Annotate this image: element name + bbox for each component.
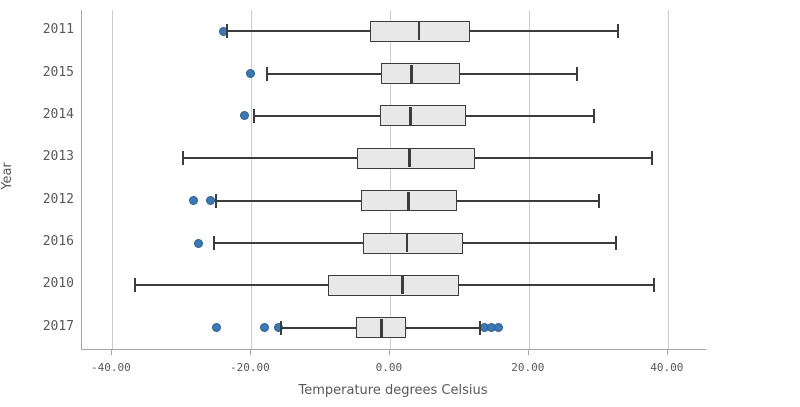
whisker-cap-low[interactable] xyxy=(133,278,136,293)
median-line[interactable] xyxy=(408,149,411,168)
y-axis-tick-label[interactable]: 2017 xyxy=(42,318,74,334)
whisker-cap-low[interactable] xyxy=(215,193,218,208)
median-line[interactable] xyxy=(417,22,421,41)
x-axis-tick xyxy=(388,349,390,355)
plot-area xyxy=(81,10,706,350)
whisker-cap-low[interactable] xyxy=(253,108,256,123)
box[interactable] xyxy=(357,147,475,169)
median-line[interactable] xyxy=(409,106,412,125)
whisker-cap-low[interactable] xyxy=(265,66,268,81)
whisker-cap-high[interactable] xyxy=(616,24,619,39)
y-axis-tick-label[interactable]: 2011 xyxy=(42,22,74,38)
median-line[interactable] xyxy=(405,234,409,253)
box[interactable] xyxy=(363,232,464,254)
whisker-cap-low[interactable] xyxy=(225,24,228,39)
outlier-dot[interactable] xyxy=(246,69,256,79)
median-line[interactable] xyxy=(407,191,410,210)
x-axis-title: Temperature degrees Celsius xyxy=(298,383,488,398)
y-axis-tick-label[interactable]: 2010 xyxy=(42,276,74,292)
gridline xyxy=(389,10,391,349)
x-axis-tick-label: 0.00 xyxy=(375,361,403,374)
whisker-cap-low[interactable] xyxy=(213,236,216,251)
y-axis-tick-label[interactable]: 2012 xyxy=(42,191,74,207)
median-line[interactable] xyxy=(401,276,404,295)
y-axis-tick-label[interactable]: 2015 xyxy=(42,64,74,80)
whisker-cap-low[interactable] xyxy=(181,151,184,166)
whisker-cap-high[interactable] xyxy=(597,193,600,208)
x-axis-tick-label: 40.00 xyxy=(650,361,684,374)
y-axis-tick-label[interactable]: 2016 xyxy=(42,234,74,250)
x-axis-tick xyxy=(666,349,668,355)
outlier-dot[interactable] xyxy=(194,238,204,248)
gridline xyxy=(250,10,252,349)
median-line[interactable] xyxy=(410,64,413,83)
whisker-cap-high[interactable] xyxy=(479,320,482,335)
box[interactable] xyxy=(380,105,466,127)
outlier-dot[interactable] xyxy=(260,323,270,333)
x-axis-tick-label: -40.00 xyxy=(91,361,131,374)
whisker-cap-high[interactable] xyxy=(575,66,578,81)
box[interactable] xyxy=(381,63,460,85)
x-axis-tick xyxy=(110,349,112,355)
gridline xyxy=(528,10,530,349)
outlier-dot[interactable] xyxy=(212,323,222,333)
x-axis-tick-label: 20.00 xyxy=(511,361,545,374)
x-axis-tick-label: -20.00 xyxy=(229,361,270,374)
outlier-dot[interactable] xyxy=(206,196,216,206)
median-line[interactable] xyxy=(380,318,383,337)
y-axis-tick-label[interactable]: 2014 xyxy=(42,106,74,122)
x-axis-tick xyxy=(249,349,251,355)
outlier-dot[interactable] xyxy=(493,323,503,333)
whisker-cap-high[interactable] xyxy=(614,236,617,251)
gridline xyxy=(111,10,113,349)
whisker-cap-high[interactable] xyxy=(593,108,596,123)
whisker-cap-low[interactable] xyxy=(280,320,283,335)
gridline xyxy=(667,10,669,349)
x-axis-tick xyxy=(527,349,529,355)
y-axis-tick-label[interactable]: 2013 xyxy=(42,149,74,165)
outlier-dot[interactable] xyxy=(240,111,250,121)
outlier-dot[interactable] xyxy=(188,196,198,206)
whisker-cap-high[interactable] xyxy=(652,278,655,293)
whisker-cap-high[interactable] xyxy=(651,151,654,166)
box[interactable] xyxy=(327,274,459,296)
